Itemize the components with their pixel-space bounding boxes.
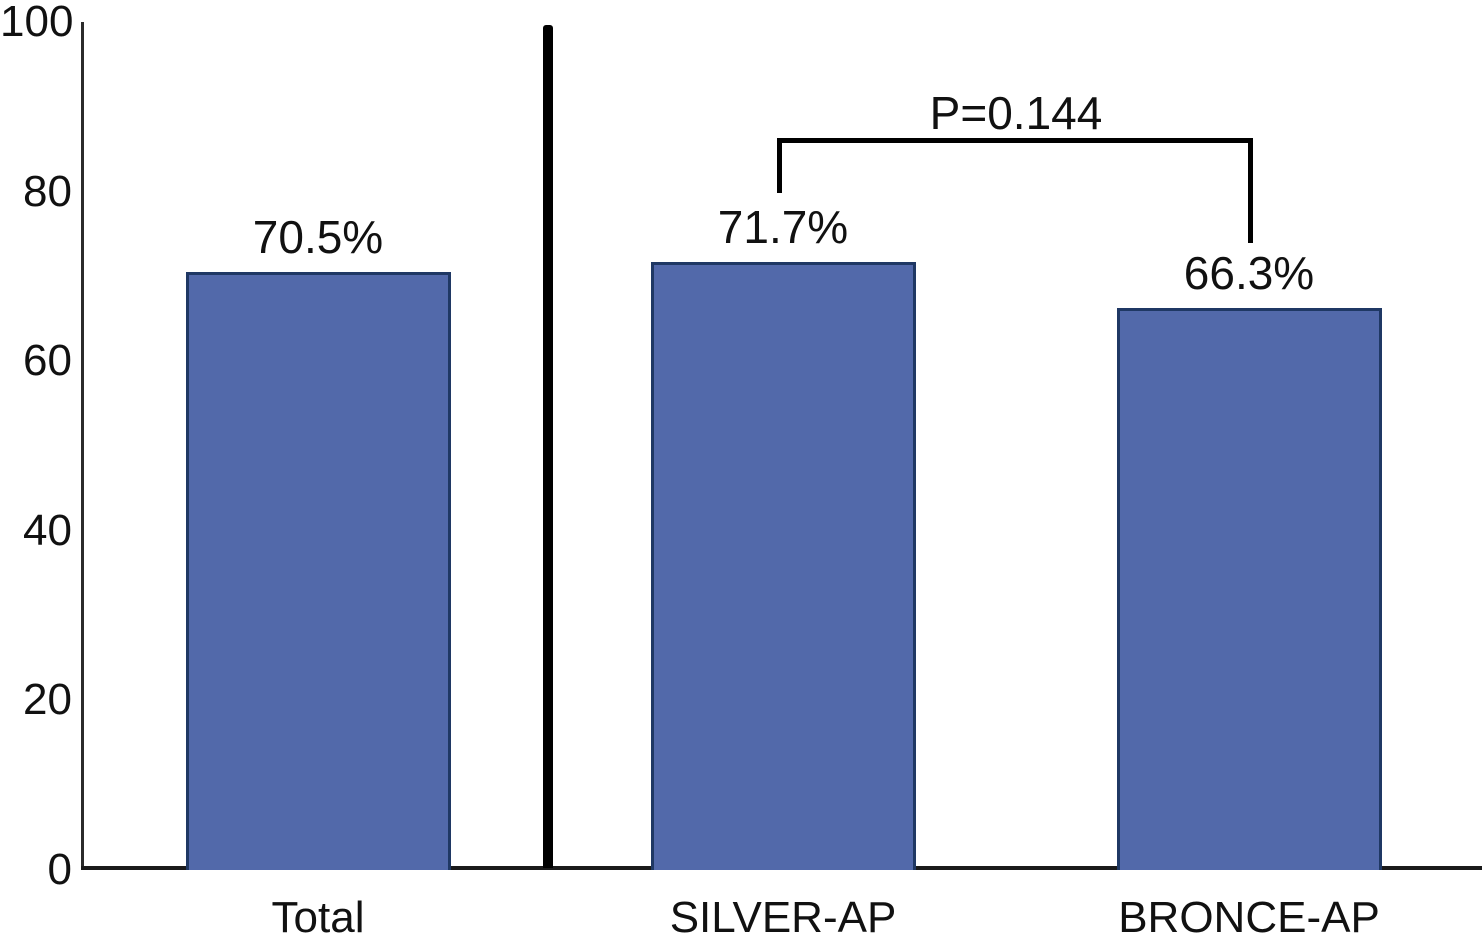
category-label-total: Total bbox=[271, 893, 365, 942]
bar-silver-ap bbox=[651, 262, 916, 870]
y-tick-label: 0 bbox=[47, 845, 72, 894]
y-tick-label: 80 bbox=[23, 167, 72, 216]
separator-line bbox=[543, 25, 553, 868]
y-tick-label: 60 bbox=[23, 336, 72, 385]
bar-value-label-total: 70.5% bbox=[252, 211, 384, 263]
y-axis-line bbox=[81, 22, 84, 870]
significance-bracket-left-leg bbox=[777, 138, 782, 193]
y-tick-label: 100 bbox=[0, 0, 74, 46]
y-tick-label: 20 bbox=[23, 675, 72, 724]
significance-bracket-right-leg bbox=[1248, 138, 1253, 243]
category-label-silver-ap: SILVER-AP bbox=[669, 893, 897, 942]
category-label-bronce-ap: BRONCE-AP bbox=[1118, 893, 1380, 942]
bar-value-label-bronce-ap: 66.3% bbox=[1183, 247, 1315, 299]
bar-value-label-silver-ap: 71.7% bbox=[717, 201, 849, 253]
bar-bronce-ap bbox=[1117, 308, 1382, 870]
bar-total bbox=[186, 272, 451, 870]
p-value-label: P=0.144 bbox=[929, 87, 1103, 139]
significance-bracket-top bbox=[777, 138, 1253, 143]
y-tick-label: 40 bbox=[23, 506, 72, 555]
